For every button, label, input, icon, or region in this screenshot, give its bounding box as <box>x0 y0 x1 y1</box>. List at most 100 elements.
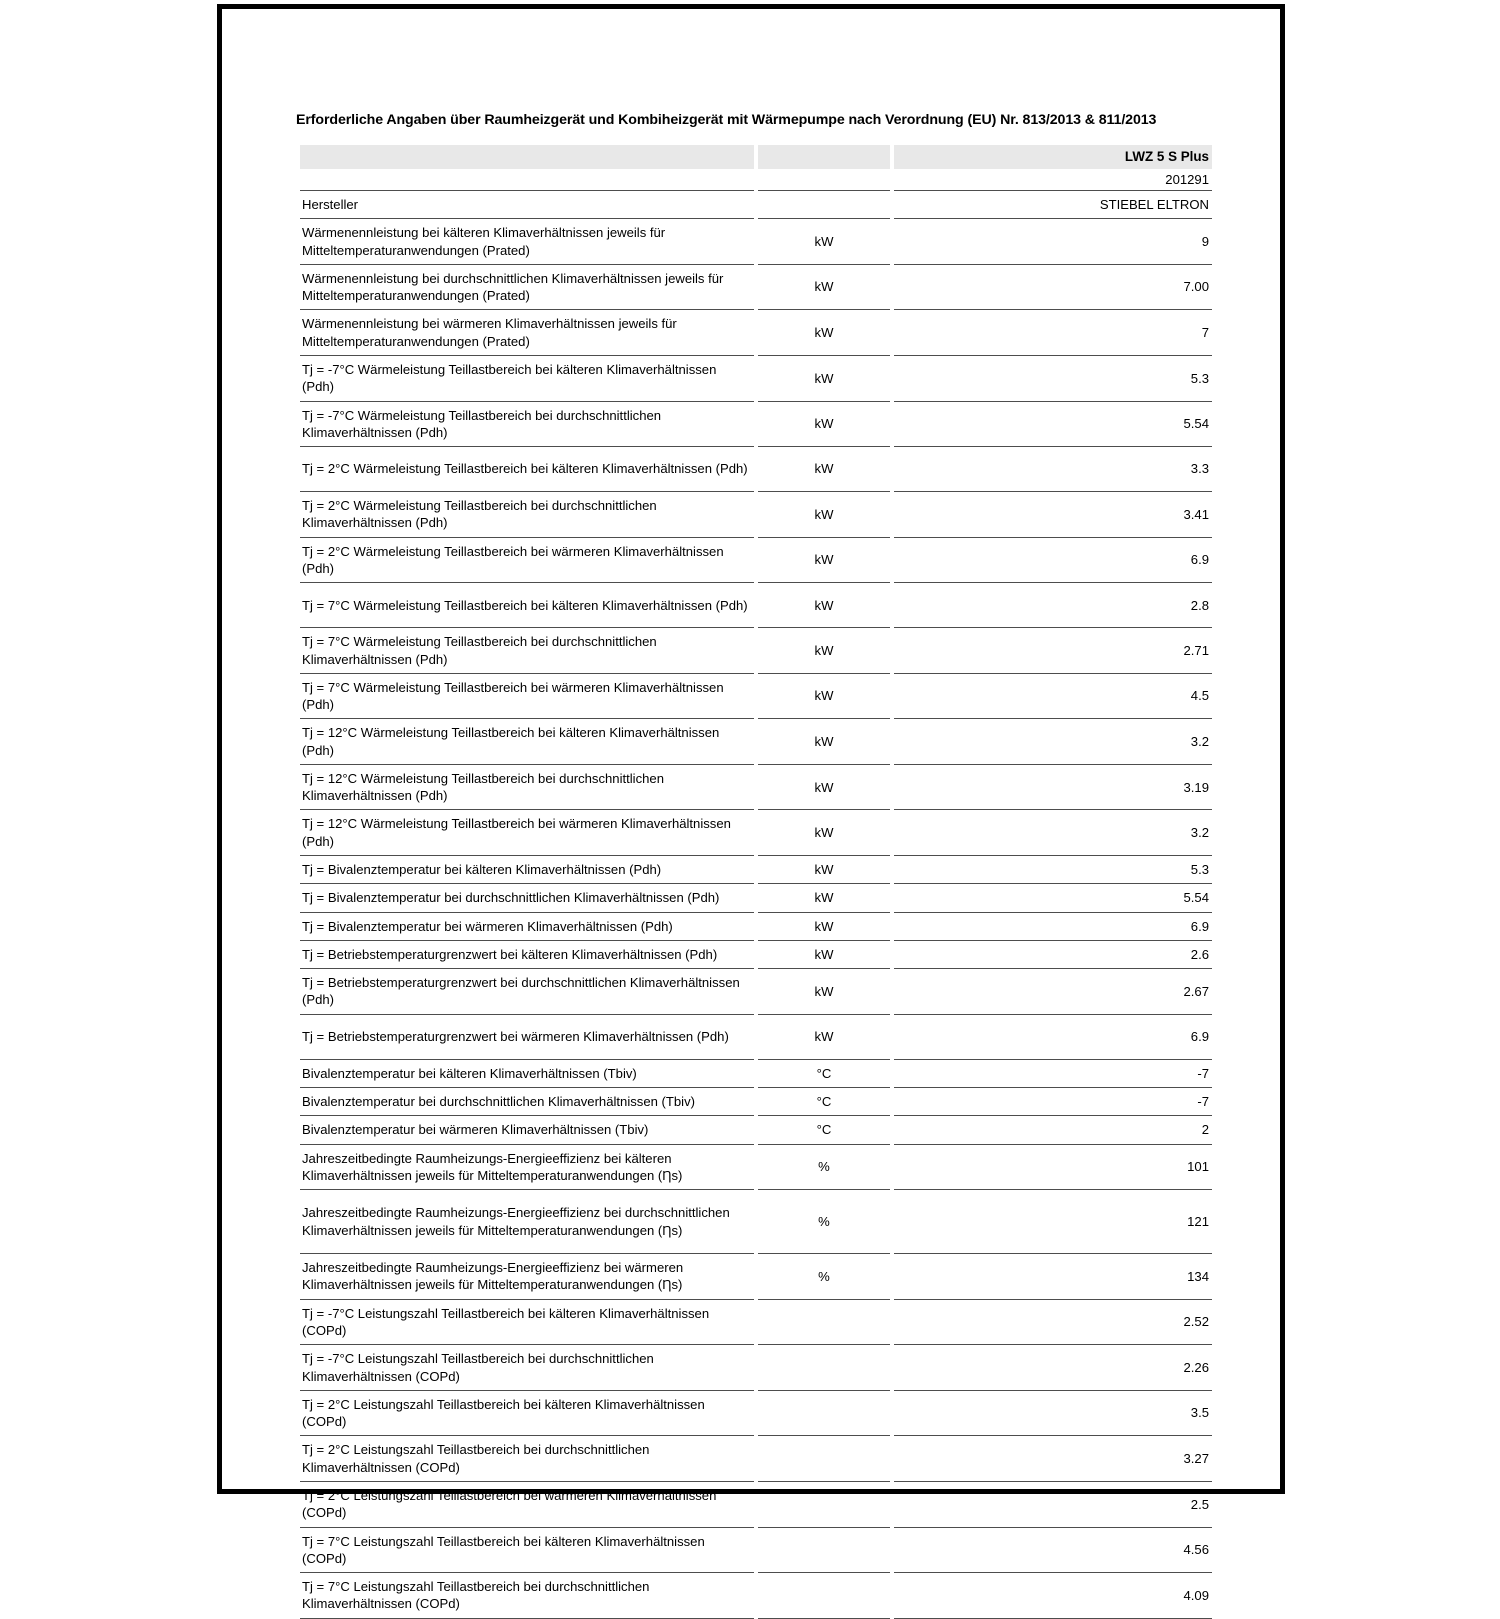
table-body: LWZ 5 S Plus 201291 Hersteller STIEBEL EL… <box>300 145 1212 1619</box>
row-label: Tj = Bivalenztemperatur bei wärmeren Kli… <box>300 913 754 941</box>
row-label: Tj = Bivalenztemperatur bei kälteren Kli… <box>300 856 754 885</box>
row-label: Bivalenztemperatur bei kälteren Klimaver… <box>300 1060 754 1088</box>
row-label: Tj = 2°C Leistungszahl Teillastbereich b… <box>300 1436 754 1482</box>
row-label: Tj = Betriebstemperaturgrenzwert bei wär… <box>300 1015 754 1060</box>
table-row: Tj = -7°C Wärmeleistung Teillastbereich … <box>300 402 1212 448</box>
table-row: Tj = 12°C Wärmeleistung Teillastbereich … <box>300 810 1212 857</box>
row-label: Tj = -7°C Wärmeleistung Teillastbereich … <box>300 356 754 402</box>
row-label: Wärmenennleistung bei wärmeren Klimaverh… <box>300 310 754 356</box>
row-value: 2.71 <box>894 628 1212 674</box>
table-row: Tj = -7°C Leistungszahl Teillastbereich … <box>300 1345 1212 1391</box>
row-unit: kW <box>758 765 890 811</box>
row-label: Tj = 2°C Wärmeleistung Teillastbereich b… <box>300 538 754 584</box>
row-label: Tj = 12°C Wärmeleistung Teillastbereich … <box>300 810 754 857</box>
row-value: 7.00 <box>894 265 1212 311</box>
row-label: Tj = 7°C Wärmeleistung Teillastbereich b… <box>300 628 754 674</box>
row-value: 2.52 <box>894 1300 1212 1346</box>
row-value: 4.09 <box>894 1573 1212 1619</box>
row-label: Tj = 12°C Wärmeleistung Teillastbereich … <box>300 719 754 765</box>
row-unit: kW <box>758 941 890 970</box>
table-row: Tj = 2°C Leistungszahl Teillastbereich b… <box>300 1391 1212 1437</box>
row-value: 6.9 <box>894 913 1212 941</box>
table-row: Jahreszeitbedingte Raumheizungs-Energiee… <box>300 1190 1212 1255</box>
row-unit <box>758 1482 890 1528</box>
page-frame: Erforderliche Angaben über Raumheizgerät… <box>217 4 1285 1619</box>
row-label: Tj = 7°C Wärmeleistung Teillastbereich b… <box>300 674 754 720</box>
row-label: Tj = 7°C Wärmeleistung Teillastbereich b… <box>300 583 754 629</box>
page-title: Erforderliche Angaben über Raumheizgerät… <box>296 112 1157 128</box>
table-row: Jahreszeitbedingte Raumheizungs-Energiee… <box>300 1254 1212 1300</box>
row-unit: kW <box>758 628 890 674</box>
row-unit: kW <box>758 719 890 765</box>
table-row: Tj = 12°C Wärmeleistung Teillastbereich … <box>300 765 1212 811</box>
row-unit: kW <box>758 492 890 538</box>
row-value: 2 <box>894 1116 1212 1145</box>
table-row: Tj = 2°C Wärmeleistung Teillastbereich b… <box>300 538 1212 584</box>
row-unit: kW <box>758 810 890 857</box>
row-unit <box>758 1345 890 1391</box>
row-unit: kW <box>758 856 890 885</box>
row-value: 4.5 <box>894 674 1212 720</box>
row-label: Wärmenennleistung bei durchschnittlichen… <box>300 265 754 311</box>
row-label: Tj = 7°C Leistungszahl Teillastbereich b… <box>300 1528 754 1574</box>
row-unit: kW <box>758 969 890 1015</box>
table-row: Tj = 2°C Leistungszahl Teillastbereich b… <box>300 1436 1212 1482</box>
row-value: 2.6 <box>894 941 1212 970</box>
table-row: Tj = 7°C Leistungszahl Teillastbereich b… <box>300 1528 1212 1574</box>
row-label: Tj = Betriebstemperaturgrenzwert bei dur… <box>300 969 754 1015</box>
row-value: 3.19 <box>894 765 1212 811</box>
row-value: 5.3 <box>894 356 1212 402</box>
row-unit: kW <box>758 884 890 913</box>
table-row: Tj = Betriebstemperaturgrenzwert bei wär… <box>300 1015 1212 1060</box>
row-unit: kW <box>758 447 890 493</box>
row-value: 3.2 <box>894 719 1212 765</box>
row-unit: % <box>758 1145 890 1191</box>
row-label: Tj = Betriebstemperaturgrenzwert bei käl… <box>300 941 754 970</box>
row-value: 6.9 <box>894 1015 1212 1060</box>
row-label: Wärmenennleistung bei kälteren Klimaverh… <box>300 219 754 265</box>
row-value: 9 <box>894 219 1212 265</box>
table-row: Tj = 2°C Wärmeleistung Teillastbereich b… <box>300 492 1212 538</box>
table-row: Tj = 7°C Leistungszahl Teillastbereich b… <box>300 1573 1212 1619</box>
table-row: Tj = Betriebstemperaturgrenzwert bei dur… <box>300 969 1212 1015</box>
row-value: 101 <box>894 1145 1212 1191</box>
row-label: Hersteller <box>300 191 754 220</box>
table-row: Tj = 12°C Wärmeleistung Teillastbereich … <box>300 719 1212 765</box>
row-unit: kW <box>758 913 890 941</box>
row-unit: kW <box>758 402 890 448</box>
row-unit: °C <box>758 1116 890 1145</box>
table-row: Tj = Bivalenztemperatur bei durchschnitt… <box>300 884 1212 913</box>
row-unit <box>758 1436 890 1482</box>
row-label: Tj = -7°C Leistungszahl Teillastbereich … <box>300 1300 754 1346</box>
row-unit: °C <box>758 1088 890 1117</box>
article-number-row: 201291 <box>300 169 1212 191</box>
row-value: -7 <box>894 1088 1212 1117</box>
table-row: Tj = -7°C Leistungszahl Teillastbereich … <box>300 1300 1212 1346</box>
table-row: Wärmenennleistung bei wärmeren Klimaverh… <box>300 310 1212 356</box>
table-row: Tj = Bivalenztemperatur bei kälteren Kli… <box>300 856 1212 885</box>
row-value: 2.26 <box>894 1345 1212 1391</box>
row-unit: kW <box>758 583 890 629</box>
table-row: Wärmenennleistung bei kälteren Klimaverh… <box>300 219 1212 265</box>
row-value: 4.56 <box>894 1528 1212 1574</box>
table-row: Tj = Betriebstemperaturgrenzwert bei käl… <box>300 941 1212 970</box>
row-unit: kW <box>758 1015 890 1060</box>
row-label: Bivalenztemperatur bei wärmeren Klimaver… <box>300 1116 754 1145</box>
table-row: Wärmenennleistung bei durchschnittlichen… <box>300 265 1212 311</box>
row-value: 2.5 <box>894 1482 1212 1528</box>
row-value: STIEBEL ELTRON <box>894 191 1212 220</box>
row-value: 6.9 <box>894 538 1212 584</box>
table-row: Hersteller STIEBEL ELTRON <box>300 191 1212 220</box>
row-label: Bivalenztemperatur bei durchschnittliche… <box>300 1088 754 1117</box>
header-unit-cell <box>758 145 890 169</box>
row-value: 2.8 <box>894 583 1212 629</box>
row-label: Jahreszeitbedingte Raumheizungs-Energiee… <box>300 1254 754 1300</box>
table-row: Tj = 7°C Wärmeleistung Teillastbereich b… <box>300 674 1212 720</box>
product-specification-table: LWZ 5 S Plus 201291 Hersteller STIEBEL EL… <box>296 145 1216 1619</box>
row-unit: % <box>758 1254 890 1300</box>
row-unit <box>758 191 890 220</box>
article-number-unit-cell <box>758 169 890 191</box>
row-value: 5.54 <box>894 884 1212 913</box>
row-value: -7 <box>894 1060 1212 1088</box>
row-label: Tj = Bivalenztemperatur bei durchschnitt… <box>300 884 754 913</box>
